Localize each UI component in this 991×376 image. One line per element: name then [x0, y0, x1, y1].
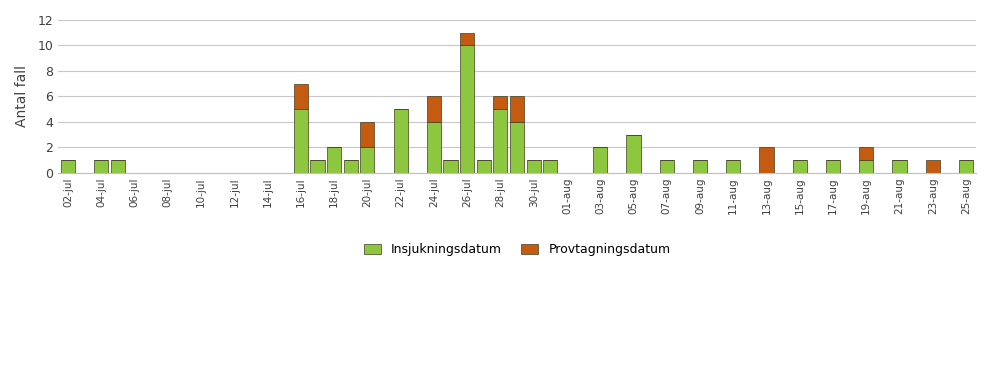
Bar [510, 122, 524, 173]
Bar [526, 160, 541, 173]
Bar [859, 147, 873, 160]
Bar [926, 160, 939, 173]
Bar [310, 160, 324, 173]
Bar [344, 160, 358, 173]
Bar [443, 160, 458, 173]
Bar [726, 160, 740, 173]
Bar [393, 109, 407, 173]
Bar [693, 160, 707, 173]
Bar [543, 160, 557, 173]
Bar [327, 147, 341, 173]
Bar [94, 160, 108, 173]
Bar [427, 122, 441, 173]
Legend: Insjukningsdatum, Provtagningsdatum: Insjukningsdatum, Provtagningsdatum [359, 238, 676, 261]
Bar [959, 160, 973, 173]
Bar [793, 160, 807, 173]
Bar [293, 83, 308, 109]
Bar [893, 160, 907, 173]
Bar [494, 96, 507, 109]
Bar [361, 122, 375, 147]
Y-axis label: Antal fall: Antal fall [15, 65, 29, 127]
Bar [494, 109, 507, 173]
Bar [111, 160, 125, 173]
Bar [460, 45, 475, 173]
Bar [460, 33, 475, 45]
Bar [293, 109, 308, 173]
Bar [427, 96, 441, 122]
Bar [660, 160, 674, 173]
Bar [510, 96, 524, 122]
Bar [626, 135, 640, 173]
Bar [361, 147, 375, 173]
Bar [859, 160, 873, 173]
Bar [593, 147, 607, 173]
Bar [826, 160, 840, 173]
Bar [477, 160, 491, 173]
Bar [759, 147, 774, 173]
Bar [61, 160, 75, 173]
